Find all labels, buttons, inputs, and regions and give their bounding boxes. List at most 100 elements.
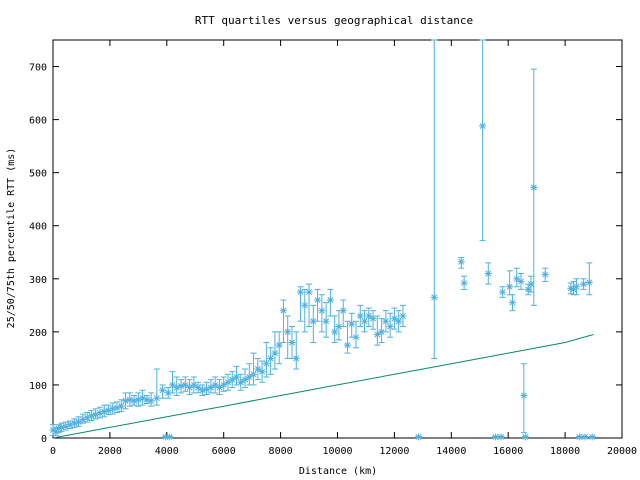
data-point <box>220 376 228 392</box>
y-tick-label: 400 <box>29 222 47 233</box>
data-point <box>181 376 189 392</box>
marker-stroke <box>166 433 173 440</box>
data-point <box>497 433 505 441</box>
data-point <box>254 357 262 381</box>
marker-stroke <box>182 381 189 388</box>
marker-stroke <box>289 339 295 346</box>
data-point <box>365 307 373 328</box>
marker-stroke <box>122 397 129 404</box>
marker-stroke <box>415 433 422 440</box>
x-tick-label: 6000 <box>212 446 236 457</box>
marker-stroke <box>361 318 368 325</box>
marker-stroke <box>314 297 321 304</box>
data-point <box>130 395 138 406</box>
data-point <box>292 331 300 370</box>
data-point <box>479 39 487 242</box>
y-tick-label: 0 <box>41 434 47 445</box>
marker-stroke <box>323 318 330 325</box>
marker-stroke <box>513 275 520 282</box>
data-point <box>215 379 223 395</box>
y-axis-label: 25/50/75th percentile RTT (ms) <box>6 148 17 329</box>
data-point <box>395 310 403 333</box>
data-point <box>117 399 125 412</box>
data-point <box>190 376 198 394</box>
marker-stroke <box>348 320 355 327</box>
data-point <box>530 68 538 306</box>
data-point <box>87 409 95 421</box>
marker-stroke <box>229 376 236 383</box>
min-rtt-line <box>52 334 594 439</box>
data-point <box>309 304 317 343</box>
data-point <box>100 404 108 418</box>
marker-stroke <box>530 184 537 191</box>
data-point <box>134 392 142 407</box>
marker-stroke <box>267 355 274 362</box>
axis-ticks: 0 2000 4000 6000 8000 10000 12000 14000 16000 180… <box>29 40 637 457</box>
data-point <box>499 286 507 298</box>
data-point <box>520 363 528 434</box>
marker-stroke <box>374 331 381 338</box>
plot-frame <box>52 39 623 439</box>
data-point <box>339 299 347 328</box>
marker-stroke <box>542 271 549 278</box>
x-tick-label: 18000 <box>550 446 580 457</box>
data-point <box>430 39 438 359</box>
x-axis-label: Distance (km) <box>299 466 377 477</box>
data-point <box>241 368 249 389</box>
data-point <box>326 288 334 317</box>
marker-stroke <box>479 122 486 129</box>
marker-stroke <box>165 389 172 396</box>
data-point <box>92 408 100 420</box>
data-point <box>284 315 292 359</box>
marker-stroke <box>378 328 385 335</box>
data-point <box>517 272 525 290</box>
marker-stroke <box>178 383 185 389</box>
errorbar-series <box>49 39 596 441</box>
marker-stroke <box>567 285 574 292</box>
marker-stroke <box>391 315 398 322</box>
marker-stroke <box>254 366 261 372</box>
marker-stroke <box>589 433 596 440</box>
marker-stroke <box>340 307 347 314</box>
marker-stroke <box>259 368 266 375</box>
data-point <box>415 433 423 441</box>
x-tick-label: 14000 <box>436 446 466 457</box>
data-point <box>331 315 339 343</box>
marker-stroke <box>527 281 534 288</box>
data-point <box>143 395 151 405</box>
data-point <box>575 433 583 441</box>
marker-stroke <box>506 283 513 290</box>
plot-border <box>52 39 623 439</box>
y-tick-label: 600 <box>29 116 47 127</box>
marker-stroke <box>71 420 78 427</box>
x-tick-label: 4000 <box>155 446 179 457</box>
marker-stroke <box>492 433 499 440</box>
data-point <box>198 384 206 397</box>
data-point <box>262 341 270 378</box>
data-point <box>275 331 283 365</box>
data-point <box>521 433 529 441</box>
data-point <box>314 288 322 322</box>
marker-stroke <box>499 289 506 296</box>
data-point <box>211 376 219 394</box>
data-point <box>250 352 258 386</box>
marker-stroke <box>280 307 287 314</box>
marker-stroke <box>387 323 394 330</box>
marker-stroke <box>370 315 377 322</box>
marker-stroke <box>237 379 244 386</box>
marker-stroke <box>250 371 257 378</box>
marker-stroke <box>395 318 402 325</box>
marker-stroke <box>353 334 359 341</box>
marker-stroke <box>331 328 338 335</box>
data-point <box>580 278 588 290</box>
marker-stroke <box>169 381 176 388</box>
data-point <box>527 275 535 293</box>
data-point <box>207 379 215 394</box>
x-tick-label: 0 <box>50 446 56 457</box>
marker-stroke <box>344 342 351 349</box>
data-point <box>382 310 390 333</box>
data-point <box>581 433 589 441</box>
data-point <box>369 310 377 330</box>
marker-stroke <box>399 312 406 319</box>
